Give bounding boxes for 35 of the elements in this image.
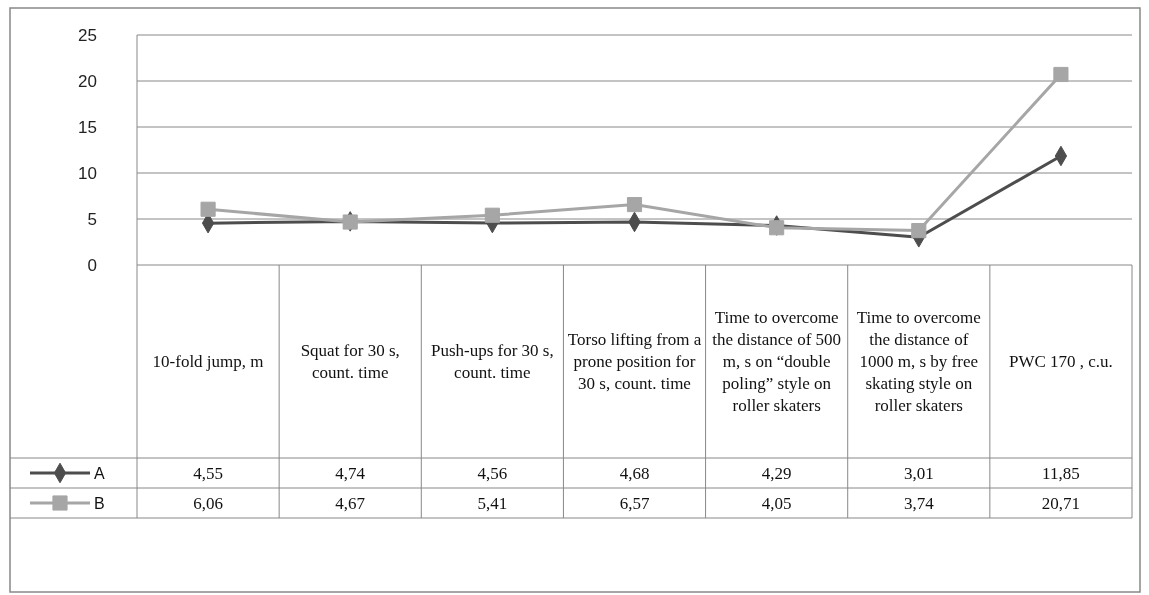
y-tick-label: 5: [87, 209, 97, 229]
y-tick-label: 0: [87, 255, 97, 275]
x-tick-label: Squat for 30 s, count. time: [300, 341, 400, 382]
data-label: 4,67: [335, 493, 366, 513]
point: [200, 201, 216, 217]
x-tick-label: PWC 170 , c.u.: [1008, 352, 1113, 371]
y-tick-label: 25: [78, 25, 97, 45]
data-label: 3,01: [903, 463, 934, 483]
point: [626, 196, 643, 213]
y-tick-label: 20: [78, 71, 97, 91]
y-tick-label: 15: [78, 117, 97, 137]
data-label: 4,74: [335, 463, 366, 483]
y-tick-label: 10: [78, 163, 97, 183]
point: [484, 207, 500, 223]
x-tick-label: Push-ups for 30 s, count. time: [430, 341, 554, 382]
data-label: 5,41: [477, 493, 508, 513]
data-label: 4,56: [477, 463, 508, 483]
data-label: 4,05: [761, 493, 792, 513]
x-tick-label: 10-fold jump, m: [152, 352, 264, 371]
point: [769, 220, 785, 236]
x-tick-label: Torso lifting from a prone position for 30 s, count. time: [567, 330, 702, 393]
data-label: 20,71: [1041, 493, 1081, 513]
data-label: 6,57: [619, 493, 650, 513]
legend-label: B: [94, 494, 105, 512]
point: [911, 223, 927, 239]
data-label: 4,29: [761, 463, 792, 483]
data-label: 3,74: [903, 493, 935, 513]
legend-label: A: [94, 464, 105, 482]
x-tick-label: Time to overcome the distance of 1000 m, s by free skating style on roller skaters: [856, 308, 981, 415]
data-label: 6,06: [193, 493, 223, 513]
data-label: 11,85: [1042, 463, 1080, 483]
point: [1053, 66, 1069, 83]
x-tick-label: Time to overcome the distance of 500 m, s on “double poling” style on roller skaters: [712, 308, 842, 415]
data-label: 4,55: [193, 463, 223, 483]
data-label: 4,68: [619, 463, 650, 483]
